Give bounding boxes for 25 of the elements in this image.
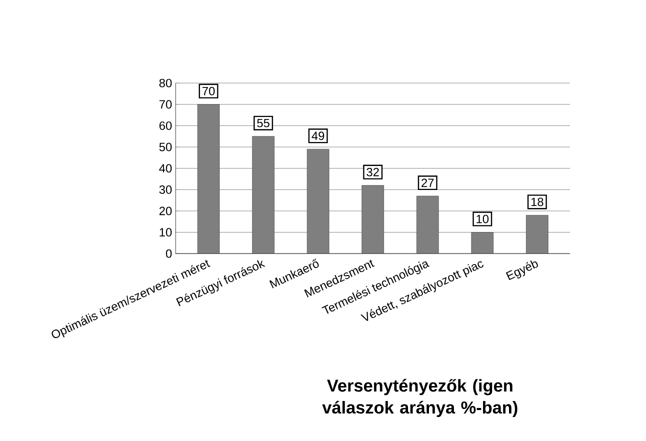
bar: [252, 136, 274, 254]
y-tick-label: 40: [159, 164, 172, 173]
y-tick-label: 50: [159, 142, 172, 152]
data-label: 32: [366, 168, 379, 177]
data-label: 55: [257, 119, 270, 128]
bar: [306, 149, 330, 254]
y-tick-label: 10: [160, 228, 172, 237]
y-tick-label: 0: [166, 250, 172, 258]
y-tick-label: 80: [159, 79, 172, 88]
y-tick-label: 20: [159, 206, 172, 216]
y-tick-label: 60: [159, 122, 172, 130]
data-label: 10: [476, 214, 489, 224]
bar: [526, 215, 548, 254]
y-tick-label: 70: [159, 100, 172, 109]
bar: [471, 232, 494, 254]
bar: [416, 196, 439, 254]
data-label: 18: [531, 198, 544, 206]
data-label: 27: [422, 178, 434, 188]
x-tick-label: Egyéb: [506, 260, 538, 280]
x-axis-title: Versenytényezők (igen válaszok aránya %-ban): [322, 379, 518, 418]
y-tick-label: 30: [159, 186, 172, 194]
data-label: 49: [312, 132, 324, 140]
bar: [197, 104, 220, 254]
bar: [362, 185, 384, 254]
data-label: 70: [202, 87, 215, 96]
